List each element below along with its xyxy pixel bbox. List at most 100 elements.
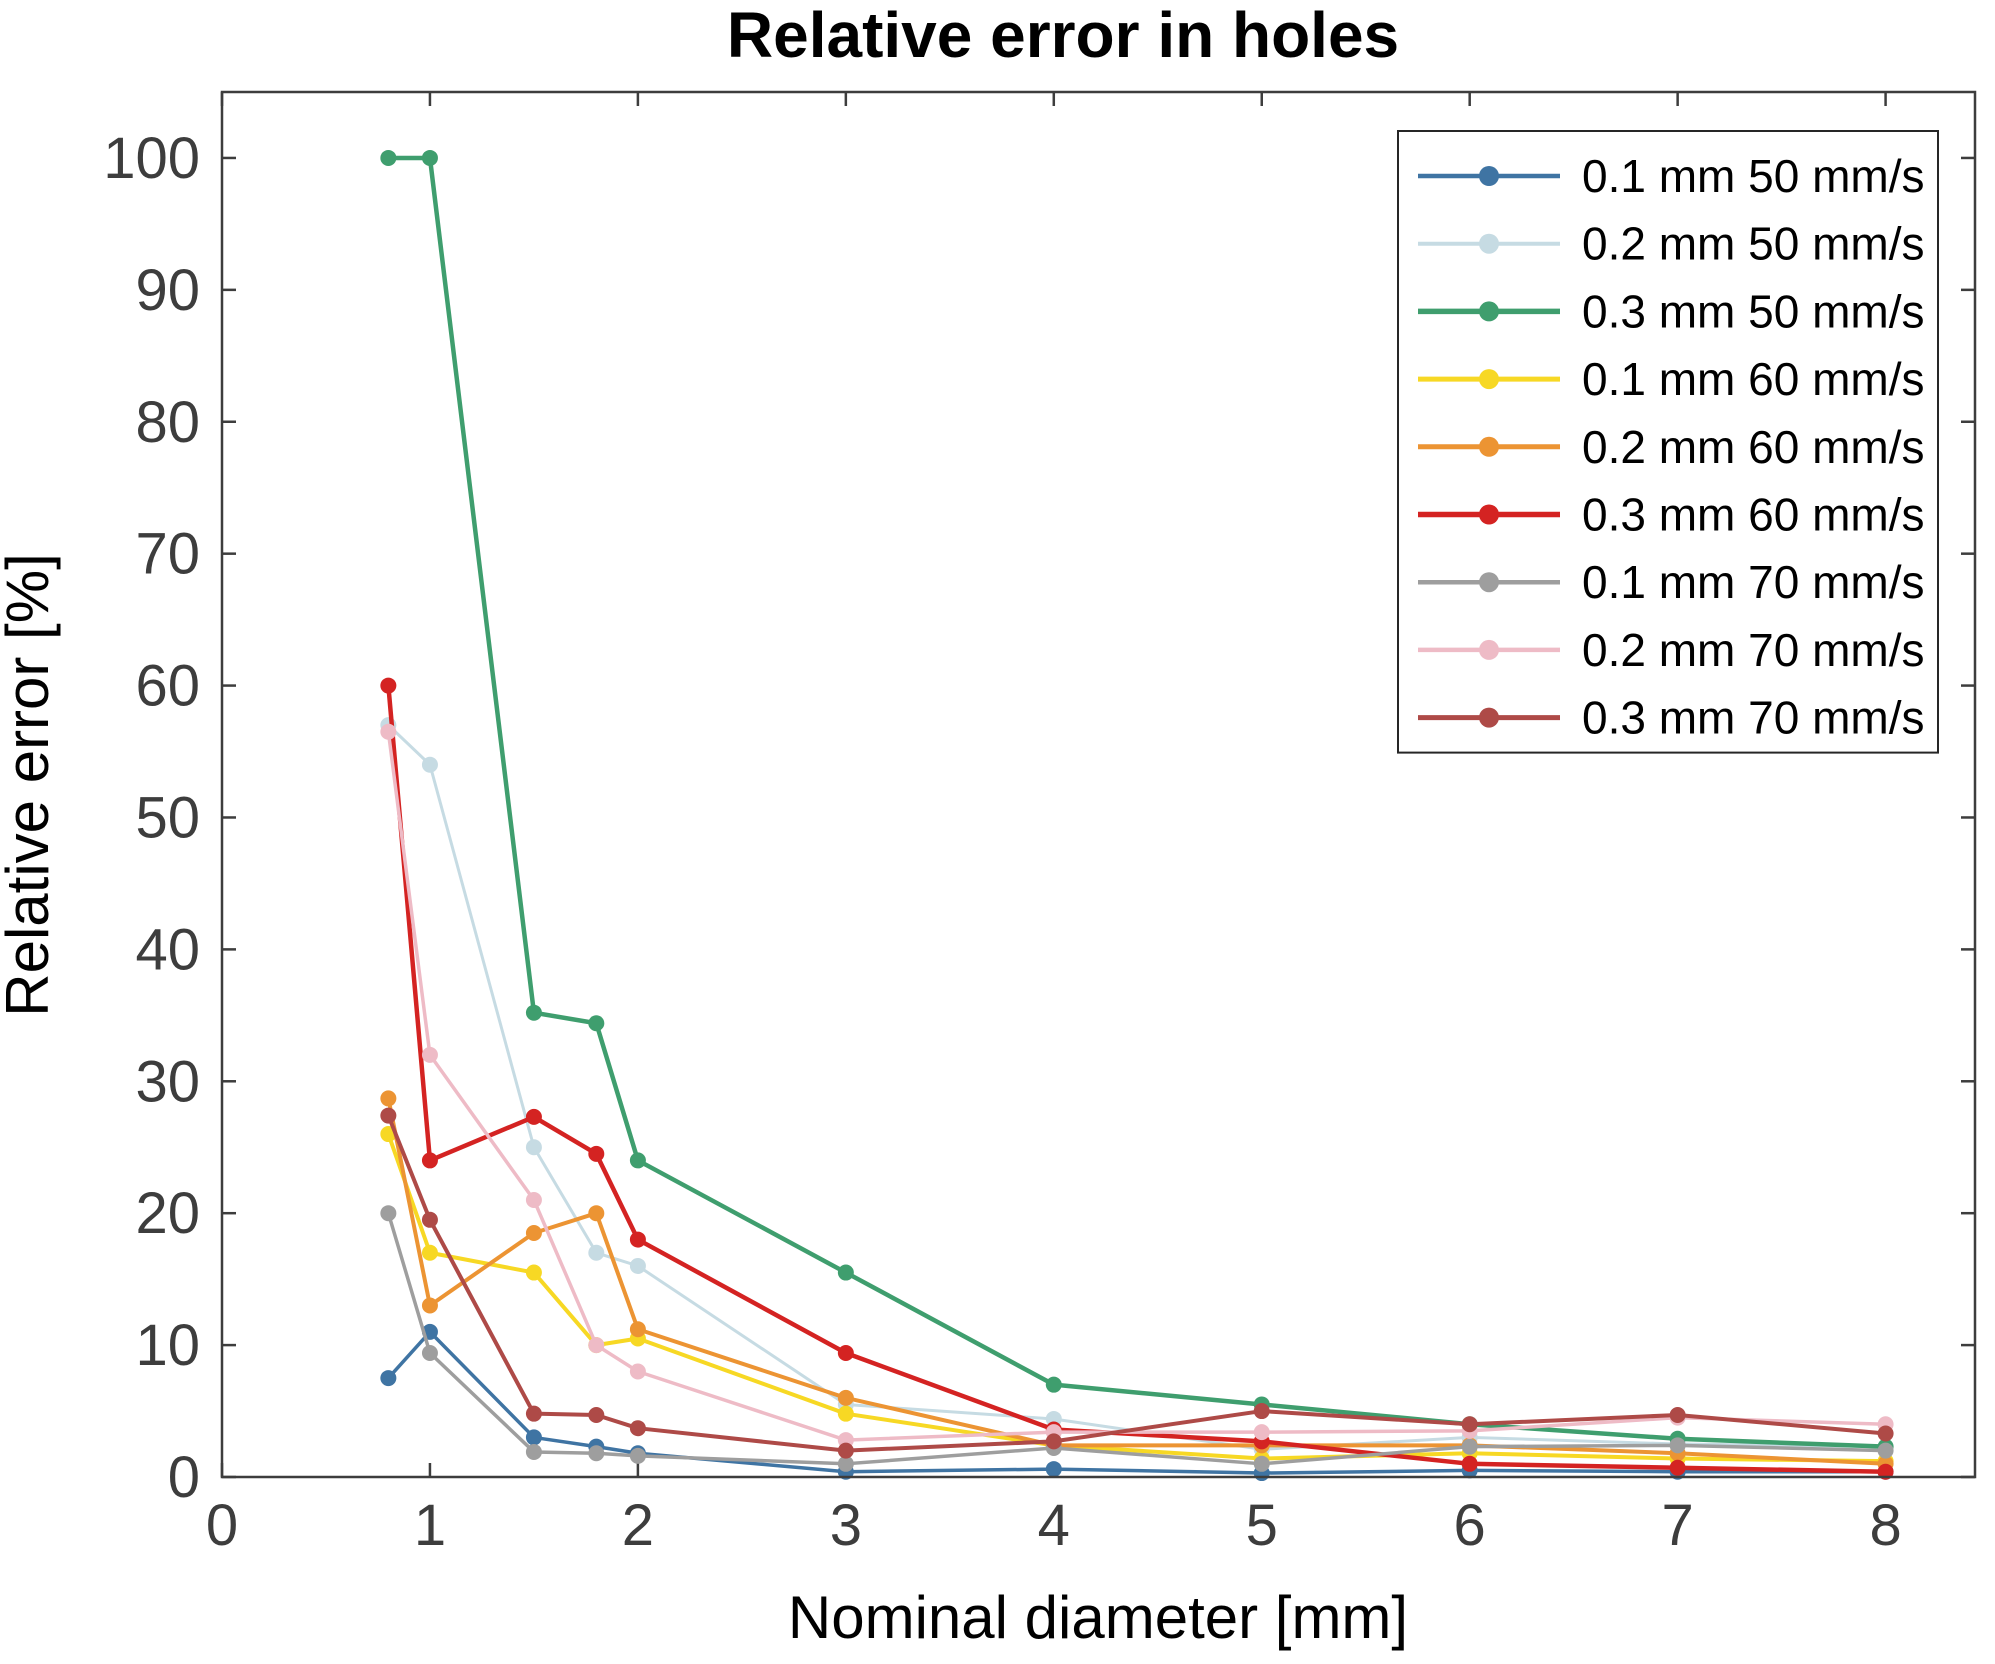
data-point-marker [380, 1370, 397, 1387]
legend-marker [1479, 504, 1499, 525]
data-point-marker [380, 1205, 397, 1222]
data-point-marker [588, 1244, 605, 1261]
y-tick-label: 60 [135, 654, 200, 719]
data-point-marker [1877, 1425, 1894, 1442]
y-tick-label: 80 [135, 390, 200, 455]
data-point-marker [421, 1345, 438, 1362]
data-point-marker [629, 1257, 646, 1274]
data-point-marker [525, 1429, 542, 1446]
x-tick-label: 4 [1038, 1493, 1070, 1558]
data-point-marker [421, 149, 438, 166]
data-point-marker [525, 1139, 542, 1156]
y-tick-label: 90 [135, 258, 200, 323]
y-tick-label: 100 [103, 126, 200, 191]
y-tick-label: 0 [168, 1445, 200, 1510]
data-point-marker [421, 1152, 438, 1169]
data-point-marker [1045, 1376, 1062, 1393]
data-point-marker [525, 1192, 542, 1208]
data-point-marker [588, 1205, 605, 1222]
data-point-marker [837, 1442, 854, 1459]
data-point-marker [588, 1015, 605, 1032]
legend-label: 0.2 mm 60 mm/s [1582, 421, 1925, 473]
data-point-marker [1461, 1438, 1478, 1455]
chart-title: Relative error in holes [727, 0, 1399, 71]
data-point-marker [629, 1321, 646, 1338]
data-point-marker [1253, 1424, 1270, 1441]
x-tick-label: 6 [1454, 1493, 1486, 1558]
x-axis-label: Nominal diameter [mm] [788, 1584, 1408, 1651]
data-point-marker [837, 1455, 854, 1472]
data-point-marker [629, 1231, 646, 1248]
data-point-marker [421, 1046, 438, 1063]
data-point-marker [837, 1405, 854, 1422]
data-point-marker [1461, 1416, 1478, 1433]
x-tick-label: 5 [1246, 1493, 1278, 1558]
data-point-marker [837, 1264, 854, 1281]
y-tick-label: 10 [135, 1313, 200, 1378]
y-axis-label: Relative error [%] [0, 553, 61, 1016]
data-point-marker [421, 1244, 438, 1261]
data-point-marker [1253, 1403, 1270, 1420]
y-tick-label: 70 [135, 522, 200, 587]
data-point-marker [1045, 1461, 1062, 1478]
x-tick-label: 1 [414, 1493, 446, 1558]
data-point-marker [380, 677, 397, 694]
data-point-marker [1669, 1459, 1686, 1476]
legend-label: 0.3 mm 50 mm/s [1582, 285, 1925, 337]
y-tick-label: 30 [135, 1049, 200, 1114]
legend-label: 0.1 mm 60 mm/s [1582, 353, 1925, 405]
data-point-marker [629, 1447, 646, 1464]
data-point-marker [588, 1145, 605, 1162]
data-point-marker [588, 1445, 605, 1462]
legend-label: 0.1 mm 70 mm/s [1582, 556, 1925, 608]
y-tick-label: 50 [135, 785, 200, 850]
data-point-marker [525, 1224, 542, 1241]
data-point-marker [588, 1337, 605, 1354]
x-tick-label: 0 [206, 1493, 238, 1558]
data-point-marker [1877, 1463, 1894, 1480]
legend-marker [1479, 233, 1499, 254]
data-point-marker [629, 1152, 646, 1169]
legend-label: 0.3 mm 70 mm/s [1582, 692, 1925, 744]
data-point-marker [629, 1363, 646, 1380]
legend-marker [1479, 572, 1499, 593]
data-point-marker [421, 756, 438, 773]
x-tick-label: 2 [622, 1493, 654, 1558]
data-point-marker [837, 1345, 854, 1362]
legend-label: 0.3 mm 60 mm/s [1582, 489, 1925, 541]
x-tick-label: 8 [1869, 1493, 1901, 1558]
y-tick-label: 20 [135, 1181, 200, 1246]
legend-marker [1479, 707, 1499, 728]
data-point-marker [421, 1297, 438, 1314]
x-tick-label: 3 [830, 1493, 862, 1558]
data-point-marker [525, 1004, 542, 1021]
data-point-marker [380, 149, 397, 166]
data-point-marker [1461, 1455, 1478, 1472]
data-point-marker [1669, 1437, 1686, 1454]
data-point-marker [1669, 1407, 1686, 1424]
data-point-marker [1253, 1455, 1270, 1472]
data-point-marker [1877, 1442, 1894, 1459]
data-point-marker [525, 1108, 542, 1125]
axes-box [220, 90, 1977, 1479]
legend-marker [1479, 639, 1499, 660]
data-point-marker [525, 1405, 542, 1422]
data-point-marker [588, 1407, 605, 1424]
x-tick-label: 7 [1662, 1493, 1694, 1558]
data-point-marker [837, 1389, 854, 1406]
data-point-marker [380, 723, 397, 740]
data-point-marker [421, 1211, 438, 1228]
legend-marker [1479, 166, 1499, 186]
data-point-marker [1045, 1433, 1062, 1450]
data-point-marker [629, 1420, 646, 1437]
legend-label: 0.1 mm 50 mm/s [1582, 150, 1925, 202]
data-point-marker [380, 1107, 397, 1124]
legend-label: 0.2 mm 50 mm/s [1582, 218, 1925, 270]
data-point-marker [380, 1090, 397, 1107]
legend-marker [1479, 436, 1499, 457]
data-point-marker [525, 1443, 542, 1460]
data-point-marker [525, 1264, 542, 1281]
legend-marker [1479, 369, 1499, 390]
